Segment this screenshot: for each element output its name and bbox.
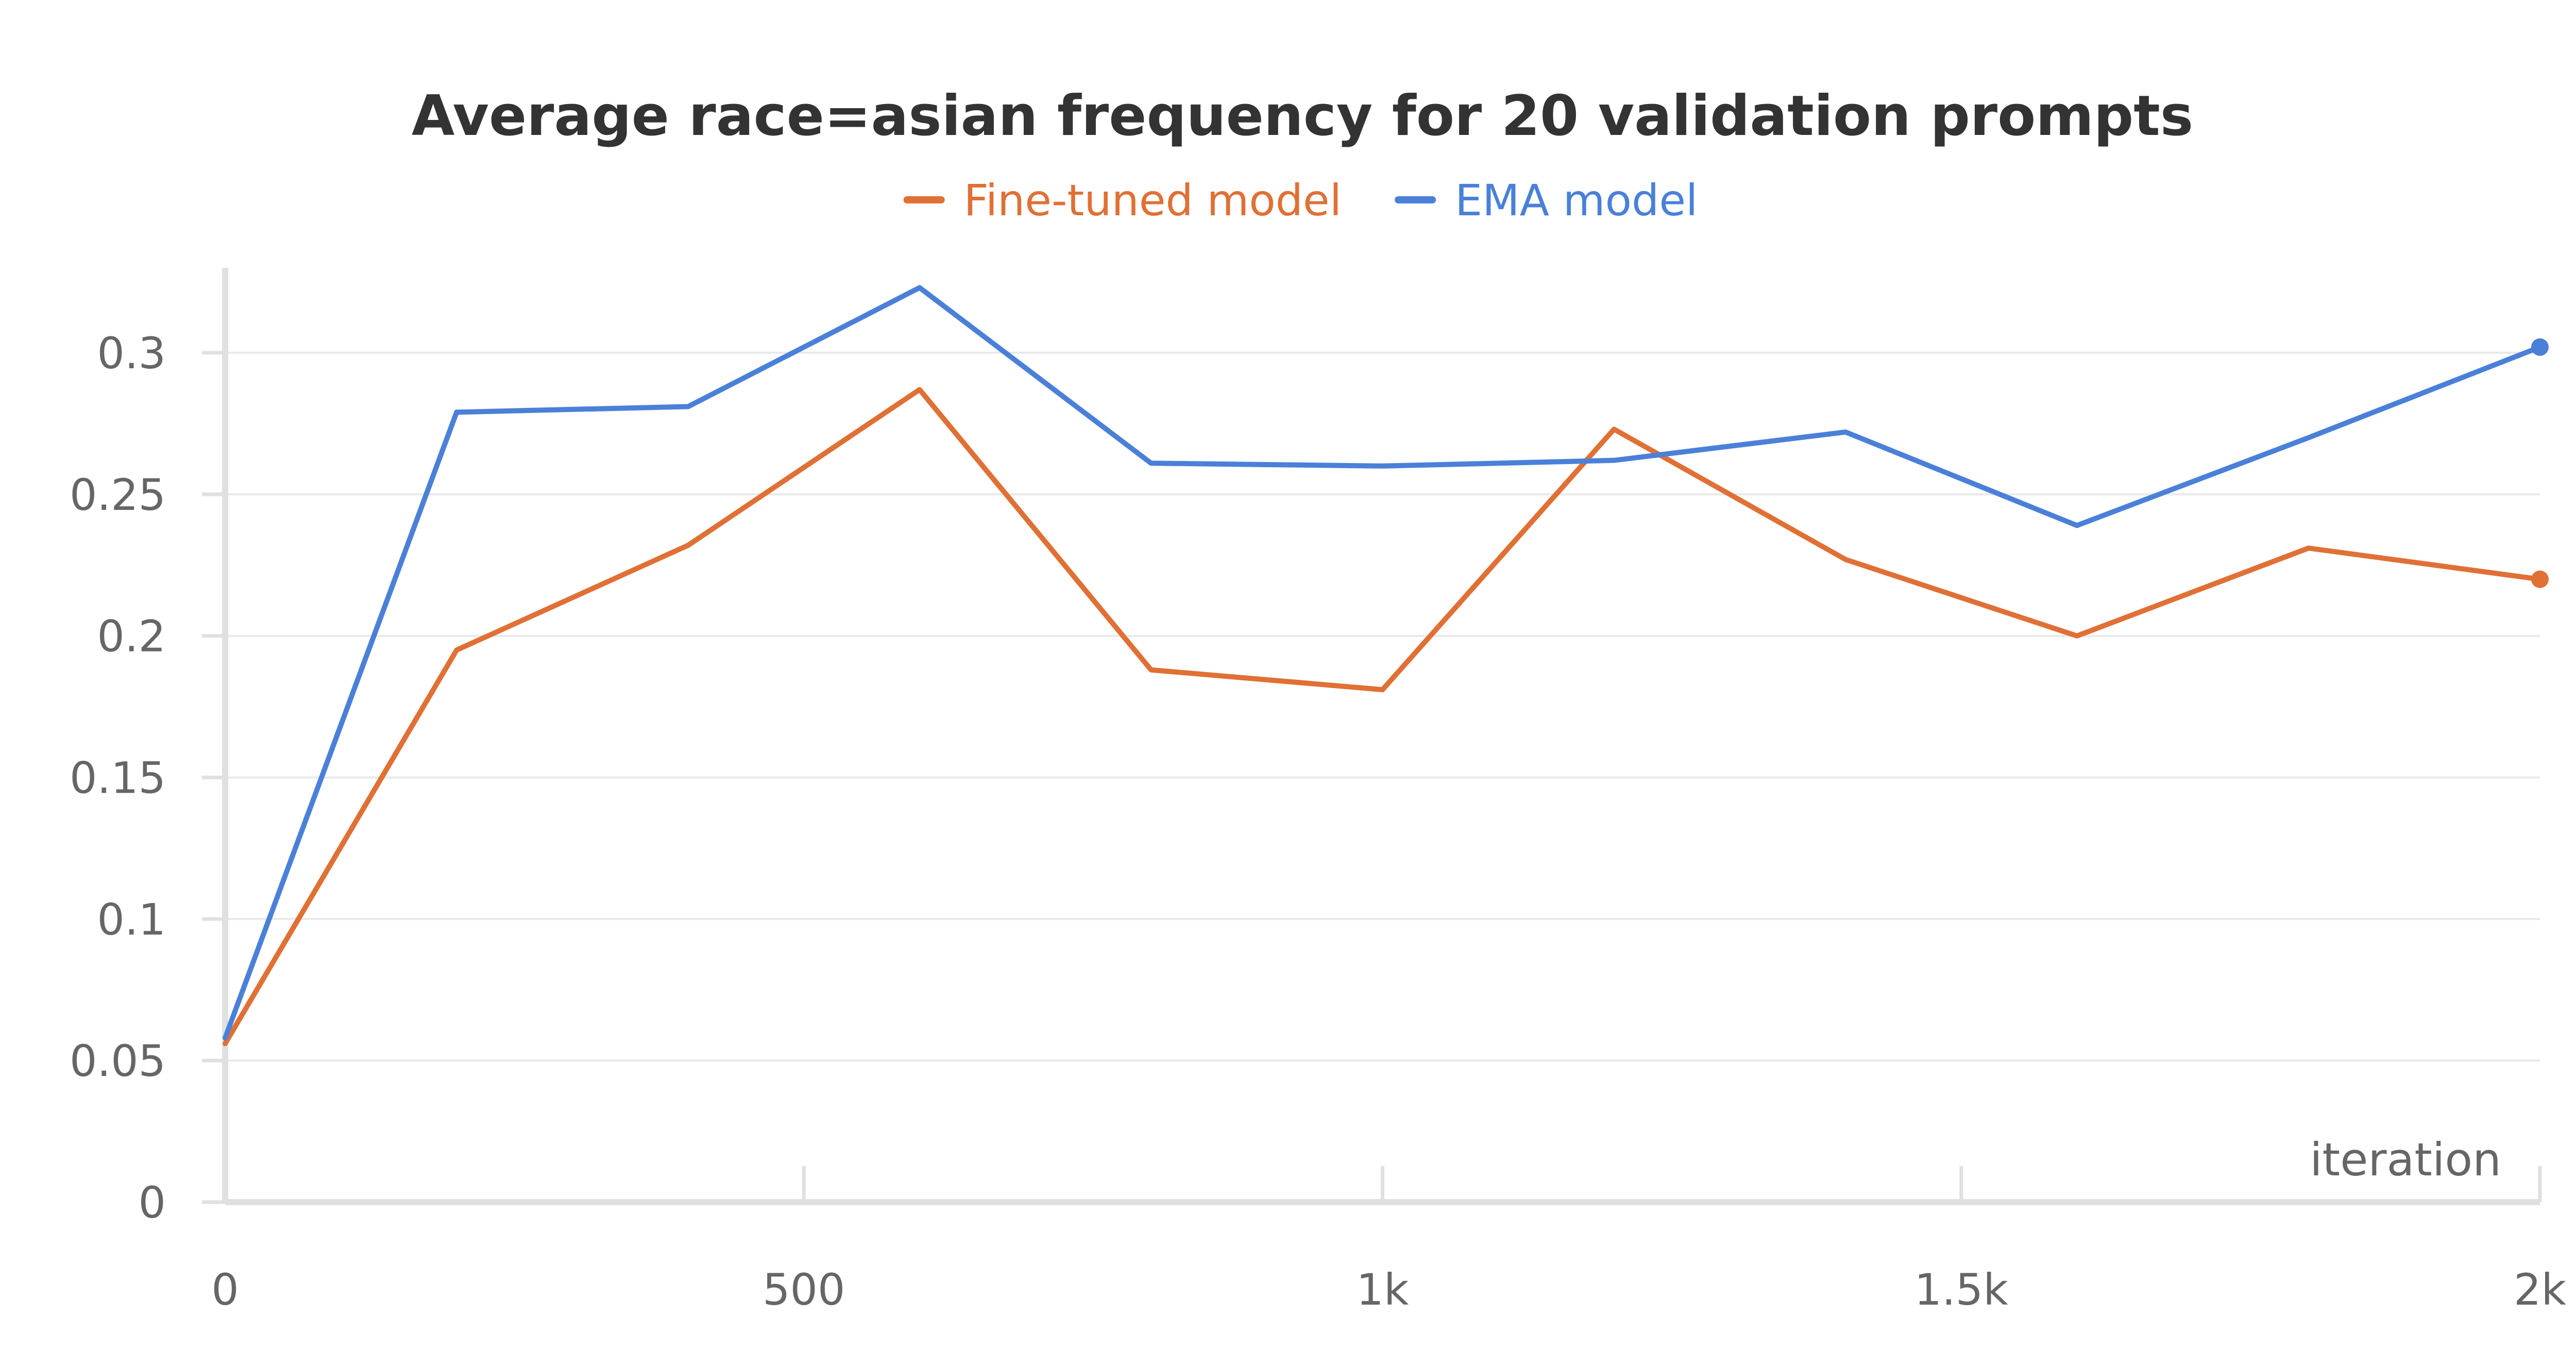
series-endpoint: [2531, 570, 2549, 588]
x-tick-label: 2k: [2514, 1264, 2566, 1315]
y-tick-label: 0.3: [97, 328, 166, 379]
legend-label: EMA model: [1455, 175, 1698, 226]
x-tick-label: 500: [762, 1264, 845, 1315]
legend: Fine-tuned model EMA model: [903, 175, 1698, 226]
y-tick-label: 0.1: [97, 894, 166, 945]
series-layer: [223, 285, 2549, 1047]
x-tick-label: 1k: [1356, 1264, 1409, 1315]
legend-item: EMA model: [1395, 175, 1698, 226]
y-tick-label: 0.25: [70, 470, 166, 520]
x-axis-ticks: 0 500 1k 1.5k 2k: [211, 1166, 2566, 1315]
y-axis-ticks: 0 0.05 0.1 0.15 0.2 0.25 0.3: [70, 328, 225, 1228]
series-line: [223, 387, 2543, 1047]
x-tick-label: 0: [211, 1264, 239, 1315]
y-tick-label: 0.2: [97, 611, 166, 662]
y-tick-label: 0.15: [70, 753, 166, 803]
y-tick-label: 0: [139, 1177, 166, 1228]
grid-lines: [225, 351, 2540, 1062]
y-tick-label: 0.05: [70, 1036, 166, 1086]
x-tick-label: 1.5k: [1914, 1264, 2009, 1315]
series-endpoint: [2531, 338, 2549, 356]
chart-title: Average race=asian frequency for 20 vali…: [412, 84, 2193, 148]
x-axis-label: iteration: [2310, 1133, 2501, 1186]
legend-item: Fine-tuned model: [903, 175, 1342, 226]
series-line: [223, 285, 2543, 1041]
legend-label: Fine-tuned model: [964, 175, 1342, 226]
